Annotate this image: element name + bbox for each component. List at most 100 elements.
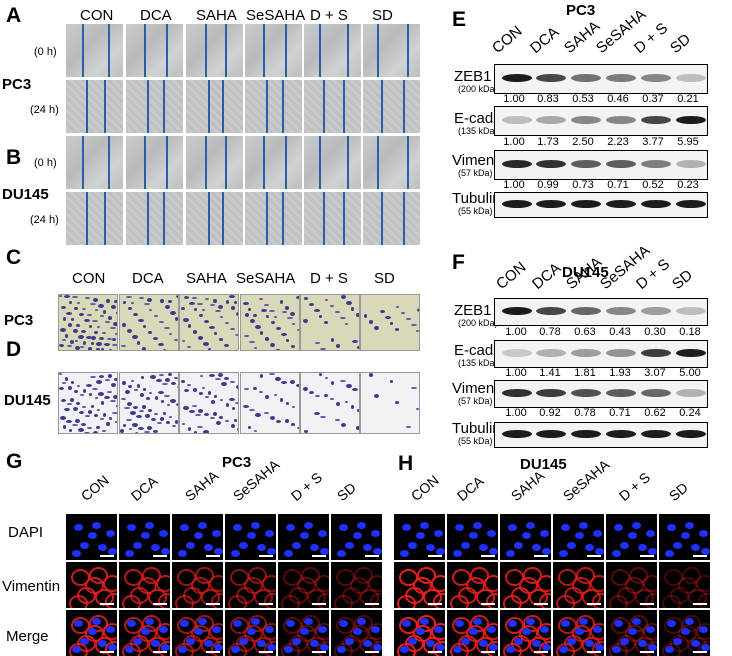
vimentin-signal <box>486 593 498 608</box>
scale-bar <box>428 555 442 557</box>
fluorescence-image <box>500 514 551 560</box>
b-cellline-du145: DU145 <box>2 186 49 203</box>
protein-band <box>641 430 671 438</box>
cell-stain <box>149 392 152 394</box>
wound-edge-line <box>343 80 345 133</box>
wound-edge-line <box>323 192 325 245</box>
d-cellline-du145: DU145 <box>4 392 51 409</box>
wound-image <box>245 136 302 189</box>
wound-edge-line <box>347 24 349 77</box>
cell-stain <box>164 395 170 397</box>
a-time-0h: (0 h) <box>34 46 57 58</box>
nucleus <box>151 544 160 551</box>
vimentin-signal <box>662 595 681 608</box>
e-kda-zeb1: (200 kDa) <box>458 84 498 94</box>
wound-image <box>363 24 420 77</box>
cell-stain <box>90 303 96 305</box>
scale-bar <box>534 555 548 557</box>
cell-stain <box>175 317 178 321</box>
cell-stain <box>91 342 94 345</box>
vimentin-signal <box>609 643 628 656</box>
nucleus <box>300 532 309 539</box>
cell-stain <box>406 318 411 320</box>
cell-stain <box>221 382 227 386</box>
cell-stain <box>93 431 98 433</box>
vimentin-signal <box>486 641 498 656</box>
wound-edge-line <box>381 80 383 133</box>
cell-stain <box>90 376 96 378</box>
protein-band <box>571 349 601 357</box>
cell-stain <box>72 424 78 426</box>
cell-stain <box>280 398 283 402</box>
scale-bar <box>693 651 707 653</box>
cell-stain <box>112 338 116 341</box>
cell-stain <box>103 310 106 314</box>
cell-stain <box>86 336 92 339</box>
cell-stain <box>106 299 110 303</box>
nucleus <box>186 542 195 549</box>
cell-stain <box>71 318 74 321</box>
scale-bar <box>365 603 379 605</box>
vimentin-signal <box>572 625 591 642</box>
nucleus <box>257 544 266 551</box>
cell-stain <box>345 401 348 403</box>
nucleus <box>455 524 464 531</box>
cell-stain <box>230 328 235 330</box>
vimentin-signal <box>244 577 263 594</box>
cell-stain <box>395 328 399 331</box>
cell-stain <box>205 396 209 398</box>
cell-stain <box>245 313 249 317</box>
protein-band <box>502 116 532 124</box>
cell-stain <box>187 346 191 348</box>
g-lane-con: CON <box>77 471 112 504</box>
nucleus <box>612 550 621 557</box>
cell-stain <box>165 378 170 382</box>
cell-stain <box>64 408 70 411</box>
cell-stain <box>167 404 170 406</box>
nucleus <box>638 544 647 551</box>
transwell-image <box>179 294 239 351</box>
wound-edge-line <box>104 192 106 245</box>
cell-stain <box>324 321 328 324</box>
cell-stain <box>94 331 98 334</box>
nucleus <box>416 532 425 539</box>
cell-stain <box>255 325 261 329</box>
cell-stain <box>70 398 74 402</box>
cell-stain <box>93 298 98 302</box>
cell-stain <box>101 348 104 350</box>
cell-stain <box>133 313 138 316</box>
cell-stain <box>264 304 269 306</box>
scale-bar <box>312 555 326 557</box>
wound-image <box>186 80 243 133</box>
g-lane-sd: SD <box>333 479 359 504</box>
fluorescence-image <box>225 514 276 560</box>
protein-band <box>606 116 636 124</box>
e-ecad-val: 3.77 <box>642 136 664 148</box>
cell-stain <box>124 407 130 409</box>
cell-stain <box>138 427 144 430</box>
cell-stain <box>82 308 86 310</box>
vimentin-signal <box>397 595 416 608</box>
nucleus <box>180 524 189 531</box>
nucleus <box>88 532 97 539</box>
cell-stain <box>111 305 116 309</box>
f-vim-val: 0.78 <box>574 407 596 419</box>
cd-header-con: CON <box>72 270 106 287</box>
vimentin-signal <box>370 593 382 608</box>
cell-stain <box>105 321 110 323</box>
nucleus <box>318 530 327 537</box>
cell-stain <box>208 348 211 350</box>
nucleus <box>469 532 478 539</box>
e-kda-vimentin: (57 kDa) <box>458 168 493 178</box>
nucleus <box>231 550 240 557</box>
nucleus <box>508 524 517 531</box>
cell-stain <box>297 329 299 331</box>
cell-stain <box>59 295 62 297</box>
cell-stain <box>189 302 195 305</box>
nucleus <box>575 532 584 539</box>
fluorescence-image <box>278 610 329 656</box>
cell-stain <box>159 321 164 323</box>
vimentin-signal <box>592 593 604 608</box>
cell-stain <box>209 374 215 377</box>
cell-stain <box>292 323 295 325</box>
